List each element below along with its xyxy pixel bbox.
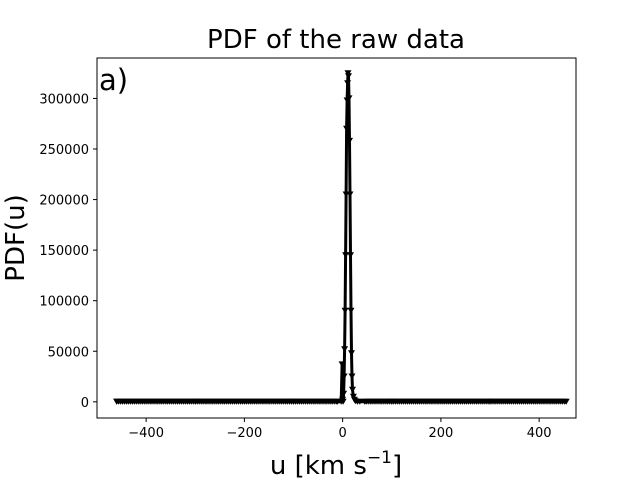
y-tick-label: 150000	[39, 244, 89, 259]
data-point-marker	[341, 346, 349, 353]
chart-title: PDF of the raw data	[207, 25, 465, 55]
plot-frame	[96, 57, 577, 419]
x-tick-label: 200	[428, 426, 453, 441]
x-axis-label-exponent: −1	[367, 448, 392, 468]
plot-area: −400 −200 0 200 400 0 50000 100000 150000 200000 2…	[39, 57, 577, 441]
x-tick-label: 0	[339, 426, 347, 441]
data-point-marker	[345, 95, 353, 102]
x-tick-label: 400	[527, 426, 552, 441]
data-point-marker	[290, 398, 297, 405]
x-axis-label-close: ]	[392, 451, 402, 480]
y-tick-label: 200000	[39, 194, 89, 209]
x-tick-label: −200	[227, 426, 263, 441]
y-tick-label: 250000	[39, 143, 89, 158]
data-point-marker	[347, 307, 355, 314]
data-point-marker	[338, 361, 346, 368]
data-point-marker	[344, 80, 352, 87]
data-point-marker	[388, 398, 396, 405]
data-point-marker	[562, 398, 570, 405]
y-tick-label: 300000	[39, 92, 89, 107]
data-point-marker	[339, 398, 347, 405]
data-point-marker	[341, 307, 349, 314]
x-axis-label-main: u [km s	[270, 451, 367, 480]
data-point-marker	[342, 252, 350, 259]
data-point-marker	[356, 398, 364, 405]
y-tick-label: 100000	[39, 295, 89, 310]
data-point-marker	[343, 125, 351, 132]
data-point-marker	[346, 137, 353, 144]
data-point-marker	[486, 398, 494, 405]
series-line	[116, 71, 567, 404]
data-point-marker	[361, 398, 369, 405]
data-point-marker	[349, 386, 356, 393]
data-point-marker	[348, 350, 355, 357]
data-point-marker	[340, 373, 348, 380]
y-axis-label: PDF(u)	[1, 194, 31, 281]
data-point-marker	[345, 73, 352, 80]
data-point-marker	[113, 398, 121, 405]
y-tick-label: 50000	[48, 345, 89, 360]
x-tick-label: −400	[128, 426, 164, 441]
data-point-marker	[191, 398, 199, 405]
y-tick-label: 0	[81, 396, 89, 411]
data-point-marker	[348, 373, 356, 380]
panel-label: a)	[99, 63, 128, 97]
data-point-marker	[346, 191, 354, 198]
data-point-marker	[347, 252, 354, 259]
data-point-marker	[340, 390, 348, 397]
x-axis-label: u [km s−1]	[270, 448, 402, 480]
